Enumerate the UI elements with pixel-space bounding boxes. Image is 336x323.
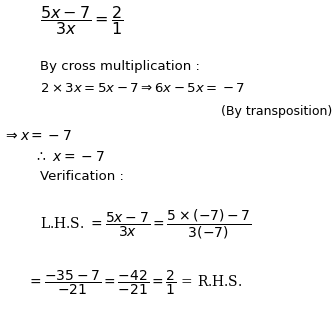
Text: L.H.S. $= \dfrac{5x-7}{3x} = \dfrac{5\times(-7)-7}{3(-7)}$: L.H.S. $= \dfrac{5x-7}{3x} = \dfrac{5\ti… xyxy=(40,208,252,241)
Text: $\therefore\ x = -7$: $\therefore\ x = -7$ xyxy=(34,150,104,164)
Text: $\Rightarrow x = -7$: $\Rightarrow x = -7$ xyxy=(3,129,72,143)
Text: $= \dfrac{-35-7}{-21} = \dfrac{-42}{-21} = \dfrac{2}{1}$ = R.H.S.: $= \dfrac{-35-7}{-21} = \dfrac{-42}{-21}… xyxy=(27,268,242,297)
Text: (By transposition): (By transposition) xyxy=(221,105,333,118)
Text: $2 \times 3x = 5x - 7 \Rightarrow 6x - 5x = -7$: $2 \times 3x = 5x - 7 \Rightarrow 6x - 5… xyxy=(40,82,246,95)
Text: By cross multiplication :: By cross multiplication : xyxy=(40,60,200,73)
Text: $\dfrac{5x-7}{3x} = \dfrac{2}{1}$: $\dfrac{5x-7}{3x} = \dfrac{2}{1}$ xyxy=(40,5,124,37)
Text: Verification :: Verification : xyxy=(40,170,124,182)
